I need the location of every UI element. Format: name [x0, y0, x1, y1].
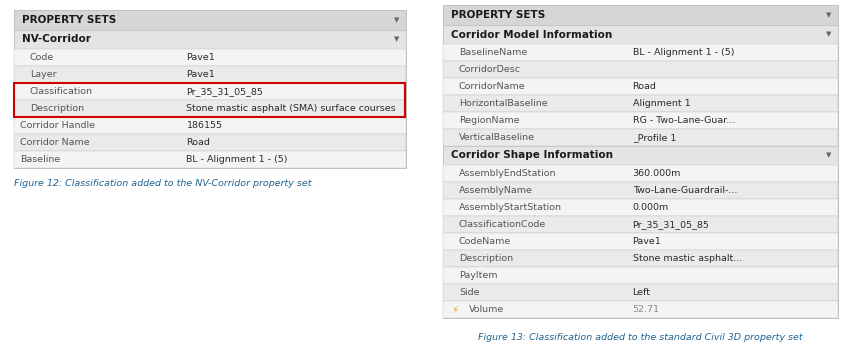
Text: Description: Description [459, 254, 513, 263]
Text: BaselineName: BaselineName [459, 48, 527, 57]
Text: ▼: ▼ [826, 12, 831, 18]
Text: Figure 13: Classification added to the standard Civil 3D property set: Figure 13: Classification added to the s… [479, 333, 802, 343]
Bar [443, 95, 838, 112]
Text: 360.000m: 360.000m [632, 169, 681, 178]
Text: Pave1: Pave1 [186, 53, 215, 62]
Bar [443, 233, 838, 250]
Text: VerticalBaseline: VerticalBaseline [459, 133, 535, 142]
Text: AssemblyName: AssemblyName [459, 186, 533, 195]
Text: AssemblyStartStation: AssemblyStartStation [459, 203, 562, 212]
Text: ▼: ▼ [394, 17, 400, 23]
Text: NV-Corridor: NV-Corridor [22, 34, 91, 45]
Text: ▼: ▼ [826, 153, 831, 159]
Bar [14, 100, 406, 117]
Text: Code: Code [30, 53, 54, 62]
Text: Left: Left [632, 288, 650, 297]
Text: PROPERTY SETS: PROPERTY SETS [22, 15, 116, 25]
Text: CorridorName: CorridorName [459, 82, 525, 91]
Bar [443, 165, 838, 182]
Bar [14, 10, 406, 30]
Text: BL - Alignment 1 - (5): BL - Alignment 1 - (5) [186, 155, 288, 164]
Text: Stone mastic asphalt (SMA) surface courses: Stone mastic asphalt (SMA) surface cours… [186, 104, 396, 113]
Text: 186155: 186155 [186, 121, 223, 130]
Text: RG - Two-Lane-Guar...: RG - Two-Lane-Guar... [632, 116, 735, 125]
Bar [443, 129, 838, 146]
Bar [14, 49, 406, 66]
Text: CorridorDesc: CorridorDesc [459, 65, 521, 74]
Bar [443, 112, 838, 129]
Bar [14, 10, 406, 168]
Text: BL - Alignment 1 - (5): BL - Alignment 1 - (5) [632, 48, 734, 57]
Bar [443, 182, 838, 199]
Bar [443, 284, 838, 301]
Text: Pave1: Pave1 [186, 70, 215, 79]
Bar [443, 25, 838, 44]
Text: ⚡: ⚡ [451, 304, 458, 314]
Bar [443, 5, 838, 25]
Text: Stone mastic asphalt...: Stone mastic asphalt... [632, 254, 742, 263]
Bar [443, 199, 838, 216]
Text: RegionName: RegionName [459, 116, 519, 125]
Text: ClassificationCode: ClassificationCode [459, 220, 547, 229]
Text: Road: Road [186, 138, 210, 147]
Bar [443, 78, 838, 95]
Bar [443, 301, 838, 318]
Text: 52.71: 52.71 [632, 305, 660, 314]
Bar [443, 216, 838, 233]
Text: Two-Lane-Guardrail-...: Two-Lane-Guardrail-... [632, 186, 737, 195]
Text: Pave1: Pave1 [632, 237, 661, 246]
Text: Description: Description [30, 104, 84, 113]
Text: PayItem: PayItem [459, 271, 497, 280]
Bar [14, 151, 406, 168]
Bar [14, 83, 405, 117]
Text: CodeName: CodeName [459, 237, 511, 246]
Bar [14, 117, 406, 134]
Bar [14, 30, 406, 49]
Bar [14, 66, 406, 83]
Bar [443, 267, 838, 284]
Text: AssemblyEndStation: AssemblyEndStation [459, 169, 557, 178]
Text: Pr_35_31_05_85: Pr_35_31_05_85 [632, 220, 710, 229]
Text: Baseline: Baseline [20, 155, 60, 164]
Text: ▼: ▼ [826, 32, 831, 38]
Text: Corridor Handle: Corridor Handle [20, 121, 95, 130]
Text: Road: Road [632, 82, 656, 91]
Text: Figure 12: Classification added to the NV-Corridor property set: Figure 12: Classification added to the N… [14, 179, 311, 188]
Text: _Profile 1: _Profile 1 [632, 133, 676, 142]
Text: ▼: ▼ [394, 36, 400, 42]
Text: Corridor Name: Corridor Name [20, 138, 89, 147]
Text: PROPERTY SETS: PROPERTY SETS [451, 10, 545, 20]
Text: Side: Side [459, 288, 479, 297]
Bar [443, 5, 838, 318]
Text: Corridor Shape Information: Corridor Shape Information [451, 150, 613, 160]
Text: HorizontalBaseline: HorizontalBaseline [459, 99, 547, 108]
Text: 0.000m: 0.000m [632, 203, 669, 212]
Bar [443, 61, 838, 78]
Bar [14, 134, 406, 151]
Text: Classification: Classification [30, 87, 93, 96]
Bar [443, 44, 838, 61]
Bar [443, 250, 838, 267]
Text: Layer: Layer [30, 70, 57, 79]
Text: Corridor Model Information: Corridor Model Information [451, 29, 612, 40]
Bar [443, 146, 838, 165]
Bar [14, 83, 406, 100]
Text: Pr_35_31_05_85: Pr_35_31_05_85 [186, 87, 264, 96]
Text: Volume: Volume [469, 305, 504, 314]
Text: Alignment 1: Alignment 1 [632, 99, 690, 108]
